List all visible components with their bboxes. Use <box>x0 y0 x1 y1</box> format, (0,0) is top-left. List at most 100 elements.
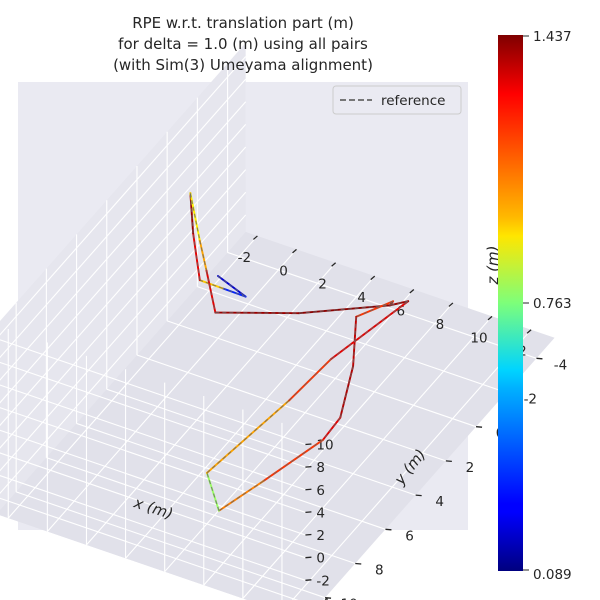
x-tick <box>252 235 258 240</box>
title-line-3: (with Sim(3) Umeyama alignment) <box>113 56 373 74</box>
reference-segment <box>298 304 391 314</box>
z-tick <box>305 511 312 514</box>
reference-segment <box>389 300 394 306</box>
x-tick <box>526 329 532 334</box>
colorbar: 1.437 0.763 0.089 <box>498 29 572 583</box>
z-tick-label: -4 <box>316 596 329 600</box>
colorbar-min-label: 0.089 <box>533 567 572 583</box>
z-axis-label: z (m) <box>484 246 502 286</box>
reference-segment <box>288 358 332 401</box>
reference-segment <box>389 300 409 306</box>
grid-z-back <box>0 384 306 491</box>
grid-z-left <box>0 191 247 472</box>
grid-z-back <box>0 361 306 468</box>
x-tick <box>331 262 337 267</box>
trajectory-segment <box>205 471 220 512</box>
grid-x-floor <box>125 275 376 559</box>
z-tick-label: 4 <box>316 505 325 521</box>
reference-segment <box>205 270 216 313</box>
z-tick <box>305 488 312 491</box>
x-tick-label: 10 <box>470 330 487 346</box>
grid-z-back <box>0 407 306 513</box>
z-tick-label: 0 <box>316 551 325 567</box>
reference-segment <box>339 365 354 418</box>
reference-segment <box>330 300 409 360</box>
grid-y-floor <box>136 354 447 462</box>
grid-z-left <box>0 56 247 336</box>
y-tick <box>476 426 483 428</box>
grid-x-floor <box>203 302 454 586</box>
trajectory-segment <box>355 300 395 318</box>
y-tick <box>415 494 422 497</box>
trajectory-reference <box>189 193 409 512</box>
colorbar-gradient <box>498 35 523 571</box>
y-tick <box>355 562 362 565</box>
y-tick-label: 2 <box>466 460 475 476</box>
left-pane <box>0 42 246 511</box>
x-tick-label: 2 <box>318 277 327 293</box>
y-tick-label: -4 <box>554 357 567 373</box>
z-tick <box>305 465 312 468</box>
grid-z-back <box>0 339 306 445</box>
title-line-1: RPE w.r.t. translation part (m) <box>132 14 354 32</box>
reference-segment <box>322 417 341 441</box>
y-tick <box>325 597 332 599</box>
reference-segment <box>192 233 201 281</box>
y-tick <box>536 357 543 360</box>
grid-y-floor <box>15 491 326 599</box>
z-tick <box>305 533 312 536</box>
x-tick-label: 0 <box>279 263 288 279</box>
grid-x-floor <box>242 315 493 599</box>
y-tick <box>445 460 452 463</box>
x-tick <box>487 315 493 321</box>
z-tick <box>305 443 312 446</box>
grid-z-back <box>0 452 306 559</box>
x-tick <box>292 248 297 254</box>
reference-segment <box>217 275 246 298</box>
x-tick <box>409 289 415 294</box>
grid-x-floor <box>291 329 532 600</box>
y-tick-label: 10 <box>341 597 358 600</box>
y-tick-label: 6 <box>405 528 414 544</box>
x-tick-label: 4 <box>357 290 366 306</box>
z-tick <box>305 579 312 581</box>
grid-y-floor <box>106 388 416 496</box>
grid-z-back <box>0 497 299 600</box>
reference-segment <box>199 240 208 271</box>
x-tick-label: -2 <box>238 250 251 266</box>
legend-box <box>332 85 462 115</box>
grid-z-back <box>0 429 306 536</box>
grid-z-left <box>0 78 247 359</box>
grid-z-back <box>0 475 306 581</box>
y-tick-label: -2 <box>524 392 537 408</box>
grid-y-floor <box>46 457 356 565</box>
reference-segment <box>206 400 290 474</box>
trajectory-segment <box>198 279 224 290</box>
x-tick-label: 6 <box>397 304 406 320</box>
title-line-2: for delta = 1.0 (m) using all pairs <box>118 35 368 53</box>
z-tick-label: 8 <box>316 460 325 476</box>
colorbar-max-label: 1.437 <box>533 29 572 45</box>
x-tick-label: 8 <box>436 317 445 333</box>
grid-z-left <box>0 169 247 449</box>
grid-y-floor <box>197 286 507 394</box>
z-tick-label: 2 <box>316 528 325 544</box>
grid-x-floor <box>86 262 337 546</box>
legend: reference <box>332 85 462 115</box>
y-tick-label: 8 <box>375 563 384 579</box>
grid-x-floor <box>164 289 415 573</box>
reference-segment <box>263 439 324 482</box>
floor-pane <box>0 231 555 600</box>
colorbar-mid-label: 0.763 <box>533 296 572 312</box>
trajectory-segment <box>214 311 300 315</box>
reference-segment <box>218 480 264 512</box>
x-tick <box>370 275 376 281</box>
grid-z-left <box>0 101 247 381</box>
z-tick-label: 6 <box>316 483 325 499</box>
grid-z-left <box>0 146 247 427</box>
z-tick-label: -2 <box>316 573 329 589</box>
legend-reference-label: reference <box>381 93 445 109</box>
z-tick-label: 10 <box>316 438 333 454</box>
grid-y-floor <box>76 422 386 530</box>
